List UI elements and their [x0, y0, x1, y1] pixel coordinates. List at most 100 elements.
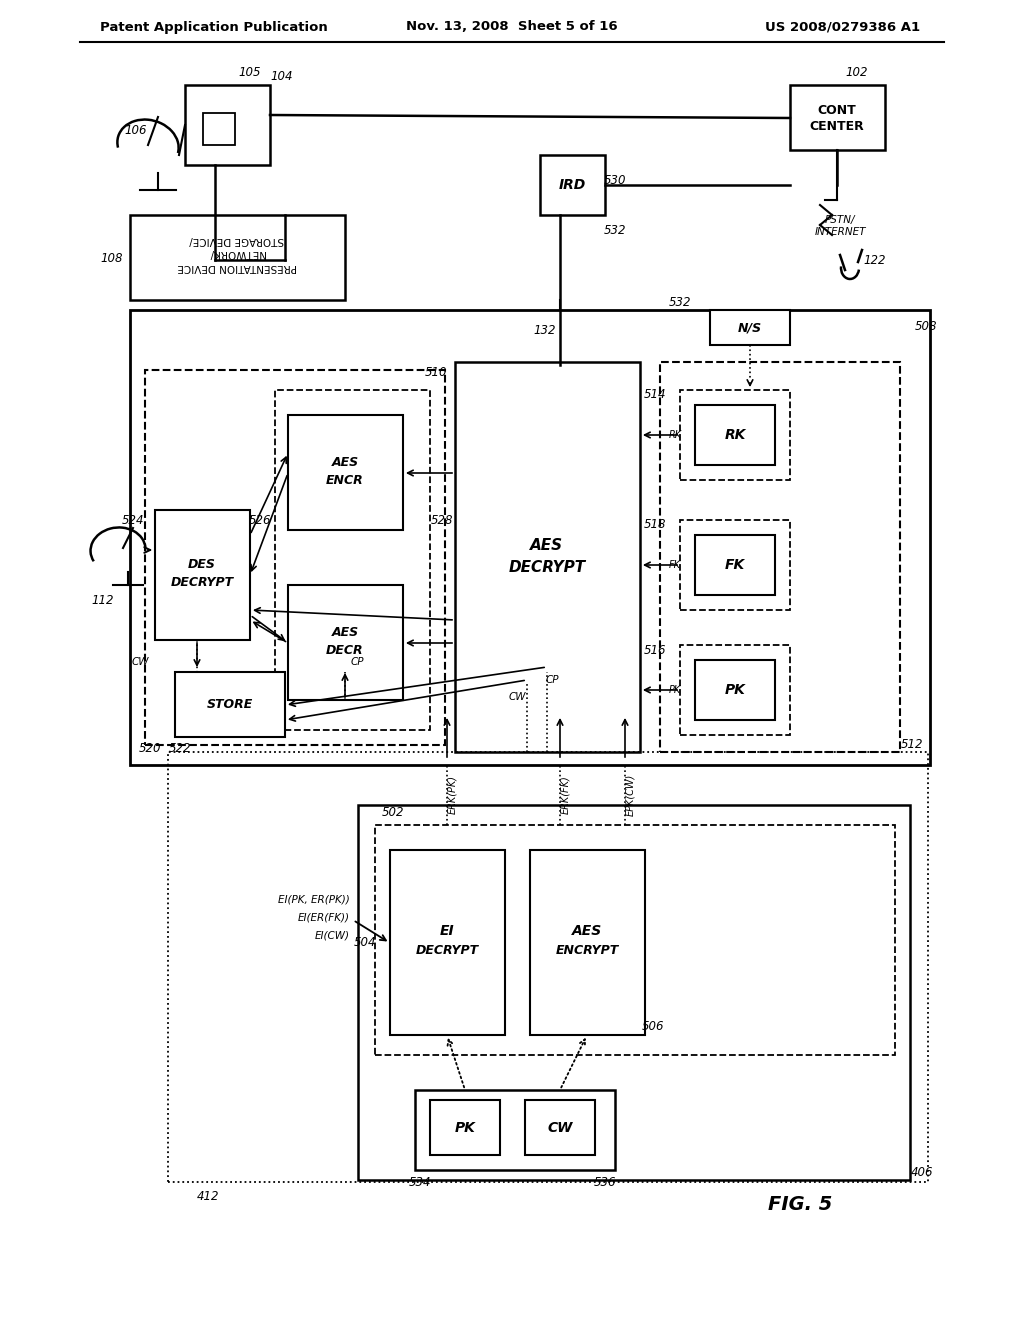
Text: 508: 508: [915, 319, 938, 333]
Bar: [130, 310, 930, 766]
Text: CW: CW: [547, 1121, 572, 1135]
Bar: [455, 362, 640, 752]
Text: 534: 534: [409, 1176, 431, 1188]
Bar: [680, 520, 790, 610]
Bar: [540, 154, 605, 215]
Bar: [358, 805, 910, 1180]
Text: CW: CW: [508, 692, 525, 702]
Text: STORAGE DEVICE/: STORAGE DEVICE/: [189, 235, 285, 246]
Text: AES: AES: [530, 537, 563, 553]
Text: EPK(CW): EPK(CW): [625, 774, 635, 816]
Bar: [288, 585, 403, 700]
Text: 516: 516: [644, 644, 667, 656]
Bar: [155, 510, 250, 640]
Text: 132: 132: [534, 323, 556, 337]
Bar: [680, 645, 790, 735]
Text: 528: 528: [431, 513, 454, 527]
Text: PK: PK: [669, 685, 681, 696]
Text: 506: 506: [642, 1020, 665, 1034]
Text: 105: 105: [239, 66, 261, 79]
Text: 510: 510: [425, 366, 447, 379]
Text: FK: FK: [725, 558, 745, 572]
Text: RK: RK: [724, 428, 745, 442]
Text: ENCR: ENCR: [326, 474, 364, 487]
Text: DECRYPT: DECRYPT: [509, 560, 586, 574]
Text: STORE: STORE: [207, 698, 253, 711]
Text: FIG. 5: FIG. 5: [768, 1196, 833, 1214]
Bar: [695, 535, 775, 595]
Text: 504: 504: [353, 936, 376, 949]
Bar: [660, 362, 900, 752]
Text: INTERNET: INTERNET: [814, 227, 865, 238]
Text: CP: CP: [350, 657, 364, 667]
Text: AES: AES: [332, 627, 358, 639]
Text: 108: 108: [100, 252, 123, 264]
Text: 502: 502: [382, 807, 404, 820]
Text: EI(PK, ER(PK)): EI(PK, ER(PK)): [279, 895, 350, 906]
Text: 532: 532: [669, 296, 691, 309]
Text: 122: 122: [864, 253, 886, 267]
Text: DECR: DECR: [327, 644, 364, 657]
Bar: [415, 1090, 615, 1170]
Bar: [375, 825, 895, 1055]
Bar: [530, 850, 645, 1035]
Text: 512: 512: [901, 738, 924, 751]
Text: EI(ER(FK)): EI(ER(FK)): [298, 913, 350, 923]
Text: 104: 104: [270, 70, 293, 83]
Bar: [430, 1100, 500, 1155]
Bar: [185, 84, 270, 165]
Text: CENTER: CENTER: [810, 120, 864, 132]
Bar: [710, 310, 790, 345]
Text: Nov. 13, 2008  Sheet 5 of 16: Nov. 13, 2008 Sheet 5 of 16: [407, 21, 617, 33]
Text: 514: 514: [644, 388, 667, 401]
Bar: [680, 389, 790, 480]
Text: 518: 518: [644, 519, 667, 532]
Bar: [145, 370, 445, 744]
Text: 532: 532: [604, 223, 627, 236]
Text: RK: RK: [669, 430, 682, 440]
Text: 102: 102: [846, 66, 868, 79]
Bar: [695, 660, 775, 719]
Text: PSTN/: PSTN/: [824, 215, 855, 224]
Text: DECRYPT: DECRYPT: [416, 945, 478, 957]
Text: DES: DES: [188, 558, 216, 572]
Text: AES: AES: [571, 924, 602, 939]
Text: NETWORK/: NETWORK/: [209, 248, 265, 257]
Text: IRD: IRD: [558, 178, 586, 191]
Text: PRESENTATION DEVICE: PRESENTATION DEVICE: [177, 261, 297, 272]
Text: N/S: N/S: [738, 322, 762, 334]
Text: 530: 530: [604, 173, 627, 186]
Bar: [203, 114, 234, 145]
Bar: [130, 215, 345, 300]
Text: CW: CW: [131, 657, 148, 667]
Bar: [168, 752, 928, 1181]
Text: ENCRYPT: ENCRYPT: [555, 945, 618, 957]
Bar: [175, 672, 285, 737]
Text: FK: FK: [669, 560, 681, 570]
Text: 406: 406: [910, 1166, 933, 1179]
Text: 526: 526: [249, 513, 271, 527]
Text: PK: PK: [725, 682, 745, 697]
Bar: [275, 389, 430, 730]
Text: 112: 112: [92, 594, 115, 606]
Text: US 2008/0279386 A1: US 2008/0279386 A1: [765, 21, 920, 33]
Text: CP: CP: [545, 675, 559, 685]
Text: EI: EI: [439, 924, 455, 939]
Bar: [525, 1100, 595, 1155]
Bar: [288, 414, 403, 531]
Text: 536: 536: [594, 1176, 616, 1188]
Text: Patent Application Publication: Patent Application Publication: [100, 21, 328, 33]
Text: EI(CW): EI(CW): [315, 931, 350, 941]
Bar: [695, 405, 775, 465]
Bar: [390, 850, 505, 1035]
Text: 106: 106: [125, 124, 147, 136]
Text: 522: 522: [169, 742, 191, 755]
Text: DECRYPT: DECRYPT: [170, 577, 233, 590]
Text: CONT: CONT: [817, 103, 856, 116]
Bar: [790, 84, 885, 150]
Text: 520: 520: [138, 742, 161, 755]
Text: PK: PK: [455, 1121, 475, 1135]
Text: ERK(FK): ERK(FK): [560, 776, 570, 814]
Text: ERK(PK): ERK(PK): [447, 776, 457, 814]
Text: AES: AES: [332, 457, 358, 470]
